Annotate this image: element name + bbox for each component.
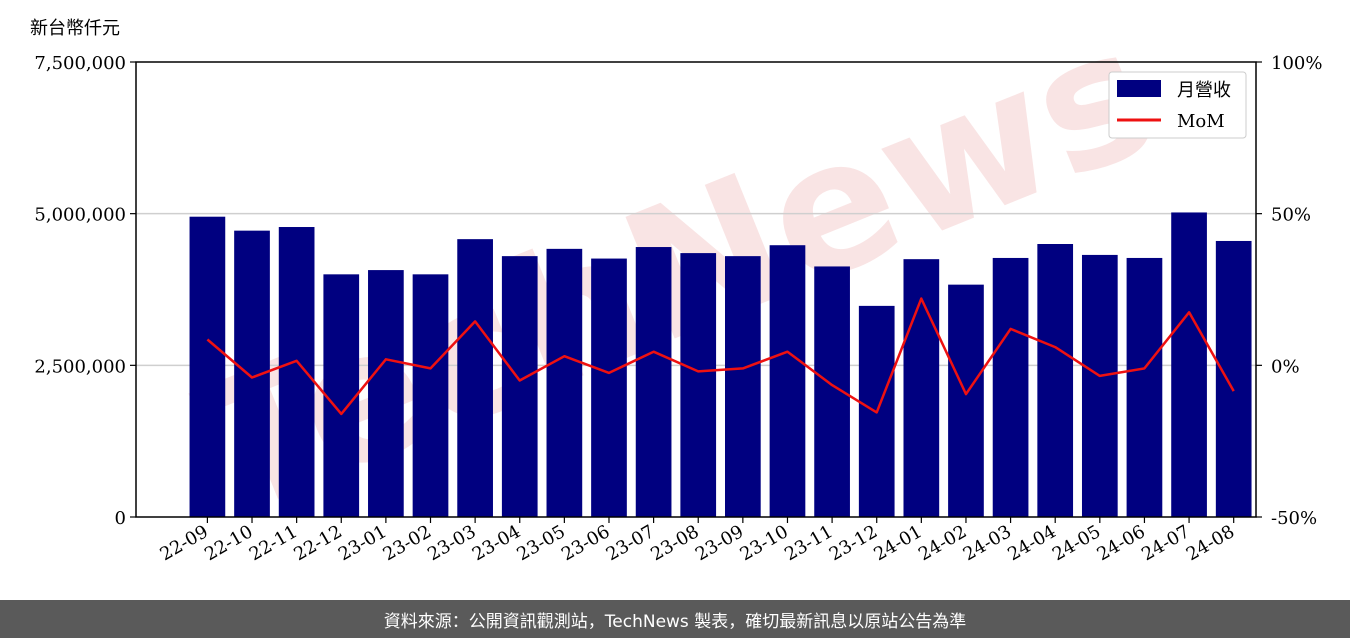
revenue-bar [591, 258, 627, 517]
revenue-bar [412, 274, 449, 517]
x-tick-label: 23-04 [469, 521, 524, 565]
left-tick-label: 0 [115, 508, 126, 529]
left-axis-unit-label: 新台幣仟元 [30, 18, 120, 39]
right-tick-label: 100% [1271, 53, 1322, 74]
revenue-bar [368, 270, 404, 517]
x-tick-label: 23-08 [647, 521, 702, 565]
mom-line [206, 297, 1235, 416]
revenue-bar [725, 256, 761, 517]
revenue-bar [948, 284, 984, 517]
revenue-bar [1171, 212, 1207, 517]
right-tick-label: 50% [1271, 205, 1311, 226]
x-tick-label: 24-06 [1094, 521, 1149, 565]
revenue-bar [635, 247, 672, 518]
legend-label-mom: MoM [1177, 111, 1225, 132]
left-tick-label: 2,500,000 [34, 356, 126, 377]
x-tick-label: 24-01 [870, 521, 925, 565]
x-tick-label: 24-03 [960, 521, 1015, 565]
x-tick-label: 23-03 [424, 521, 479, 565]
x-tick-label: 24-04 [1004, 521, 1059, 565]
x-tick-label: 23-02 [380, 521, 435, 565]
x-tick-label: 24-05 [1049, 521, 1104, 565]
x-tick-label: 23-01 [335, 521, 390, 565]
revenue-bar [903, 259, 940, 517]
revenue-bar [1215, 240, 1252, 517]
revenue-bar [1037, 244, 1074, 517]
revenue-bar [278, 227, 315, 517]
revenue-bar [1126, 257, 1163, 517]
revenue-chart: TechNews 02,500,0005,000,0007,500,000-50… [34, 0, 1322, 565]
x-tick-label: 23-05 [513, 521, 568, 565]
revenue-bar [501, 256, 538, 517]
chart-area: TechNews 0 2,500,000 5,000,000 7,500,000 -50… [34, 0, 1322, 565]
x-tick-label: 23-11 [781, 521, 836, 565]
right-tick-label: 0% [1271, 356, 1300, 377]
x-tick-label: 22-10 [201, 521, 256, 565]
revenue-bar [546, 248, 583, 517]
revenue-bar [769, 245, 806, 518]
x-tick-label: 23-07 [603, 521, 658, 565]
x-tick-label: 24-07 [1138, 521, 1193, 565]
x-tick-label: 23-06 [558, 521, 613, 565]
legend-label-revenue: 月營收 [1177, 80, 1231, 101]
x-tick-label: 24-08 [1183, 521, 1238, 565]
plot-frame [135, 61, 1257, 518]
x-tick-label: 24-02 [915, 521, 970, 565]
revenue-bar [1081, 254, 1118, 518]
left-tick-label: 5,000,000 [34, 205, 126, 226]
revenue-bar [323, 274, 360, 517]
revenue-bar [992, 257, 1029, 517]
x-tick-label: 23-09 [692, 521, 747, 565]
left-tick-label: 7,500,000 [34, 53, 126, 74]
source-note: 資料來源：公開資訊觀測站，TechNews 製表，確切最新訊息以原站公告為準 [383, 611, 967, 632]
x-tick-label: 22-09 [156, 521, 211, 565]
revenue-bar [189, 216, 226, 517]
revenue-bar [680, 253, 717, 517]
x-tick-label: 23-10 [737, 521, 792, 565]
right-tick-label: -50% [1271, 508, 1317, 529]
revenue-bar [457, 239, 493, 517]
x-tick-label: 23-12 [826, 521, 881, 565]
source-footer: 資料來源：公開資訊觀測站，TechNews 製表，確切最新訊息以原站公告為準 [0, 600, 1350, 638]
legend-bar-swatch [1117, 80, 1161, 97]
